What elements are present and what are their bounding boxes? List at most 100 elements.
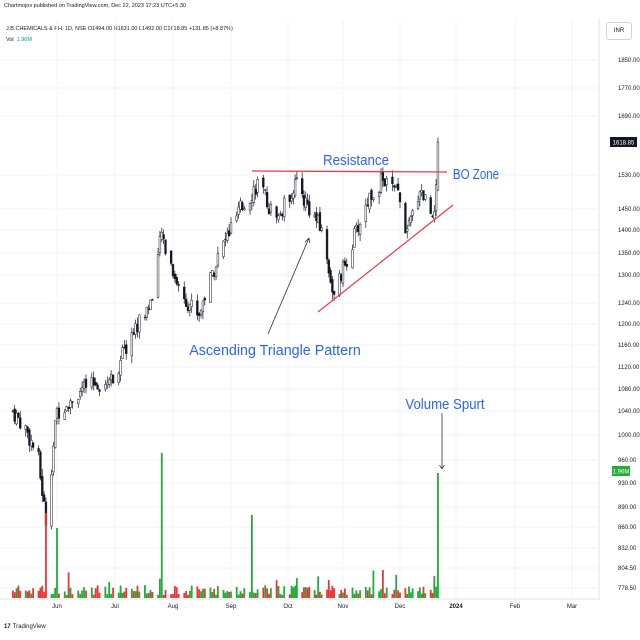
volume-bar: [319, 591, 321, 598]
volume-bar: [256, 589, 259, 598]
candle: [156, 247, 160, 299]
candle-body: [436, 141, 440, 191]
volume-bar: [159, 578, 161, 598]
candle: [28, 428, 31, 452]
candle-body: [39, 451, 42, 479]
volume-bar: [301, 592, 304, 598]
volume-bar: [26, 591, 29, 598]
volume-bar: [58, 593, 60, 598]
candle-body: [379, 173, 383, 193]
candle-body: [151, 299, 154, 301]
candle-body: [28, 429, 31, 446]
volume-bar: [288, 594, 291, 598]
volume-bar: [183, 592, 186, 598]
candle-body: [186, 306, 190, 311]
volume-bar: [15, 588, 18, 598]
candle: [293, 174, 297, 198]
candle-body: [275, 206, 278, 218]
candle-body: [265, 192, 269, 208]
volume-bar: [409, 592, 412, 598]
candle: [424, 194, 427, 202]
candle: [341, 259, 345, 288]
candle: [67, 406, 70, 413]
tradingview-logo-icon: 17: [4, 624, 11, 630]
candle: [209, 271, 212, 303]
volume-bar: [96, 585, 99, 598]
volume-layer: [11, 453, 439, 598]
candle-body: [252, 186, 255, 203]
candle: [184, 293, 188, 308]
candle-body: [84, 378, 88, 388]
volume-bar: [149, 590, 152, 598]
candle: [370, 188, 373, 207]
symbol-ohlc-line: J.B.CHEMICALS & PH, 1D, NSE O1494.00 H16…: [6, 26, 233, 32]
volume-bar: [157, 594, 159, 598]
candle-body: [90, 377, 93, 388]
candle-body: [203, 297, 206, 301]
candle-body: [424, 194, 427, 200]
candle-body: [420, 190, 423, 193]
volume-bar: [200, 591, 202, 598]
candle: [26, 425, 29, 439]
candle-body: [418, 191, 422, 200]
candle-body: [145, 306, 148, 318]
candle: [198, 311, 201, 322]
candle-body: [393, 185, 396, 188]
candle: [149, 299, 152, 311]
candle: [366, 197, 369, 207]
candle: [329, 267, 332, 284]
tradingview-footer[interactable]: 17 TradingView: [4, 624, 46, 630]
candle-body: [160, 232, 163, 240]
candle-body: [256, 179, 259, 193]
volume-bar: [399, 592, 401, 598]
volume-bar: [90, 587, 93, 598]
volume-bar: [370, 594, 373, 598]
candle-body: [355, 224, 358, 228]
volume-bar: [85, 590, 87, 598]
candle-body: [169, 250, 173, 264]
volume-bar: [406, 593, 409, 598]
volume-bar: [315, 594, 318, 598]
volume-bar: [106, 594, 109, 598]
candle-body: [55, 407, 59, 419]
candle: [411, 208, 414, 222]
candle-body: [136, 324, 139, 332]
candle: [121, 344, 124, 360]
volume-bar: [81, 590, 84, 598]
candle: [125, 340, 128, 360]
candle-body: [94, 382, 97, 386]
tradingview-brand: TradingView: [12, 624, 46, 630]
volume-bar: [252, 592, 255, 598]
candle: [109, 370, 113, 387]
volume-bar: [147, 592, 150, 598]
volume-bar: [385, 587, 388, 598]
price-tick-label: 1160.00: [618, 343, 640, 349]
candle: [235, 211, 238, 223]
candle: [429, 195, 432, 215]
volume-bar: [198, 589, 201, 598]
volume-bar: [294, 585, 296, 598]
volume-bar: [429, 589, 432, 598]
candle: [396, 177, 400, 191]
candle-body: [216, 253, 220, 267]
volume-bar: [19, 590, 22, 598]
candle-body: [54, 420, 57, 448]
candle-body: [370, 189, 373, 200]
candle: [162, 229, 165, 245]
candle: [196, 294, 199, 321]
volume-bar: [145, 593, 148, 598]
candle-body: [422, 190, 425, 201]
time-tick-label: Jun: [52, 604, 62, 610]
candle: [111, 374, 115, 384]
candle-body: [368, 192, 371, 210]
candle: [143, 314, 147, 321]
currency-button[interactable]: INR: [606, 22, 632, 40]
candle-body: [82, 381, 86, 389]
volume-bar: [237, 594, 240, 598]
price-tick-label: 1040.00: [618, 409, 640, 415]
candle: [164, 239, 167, 256]
volume-bar: [353, 593, 356, 598]
candle: [108, 376, 111, 389]
volume-bar: [331, 585, 334, 598]
